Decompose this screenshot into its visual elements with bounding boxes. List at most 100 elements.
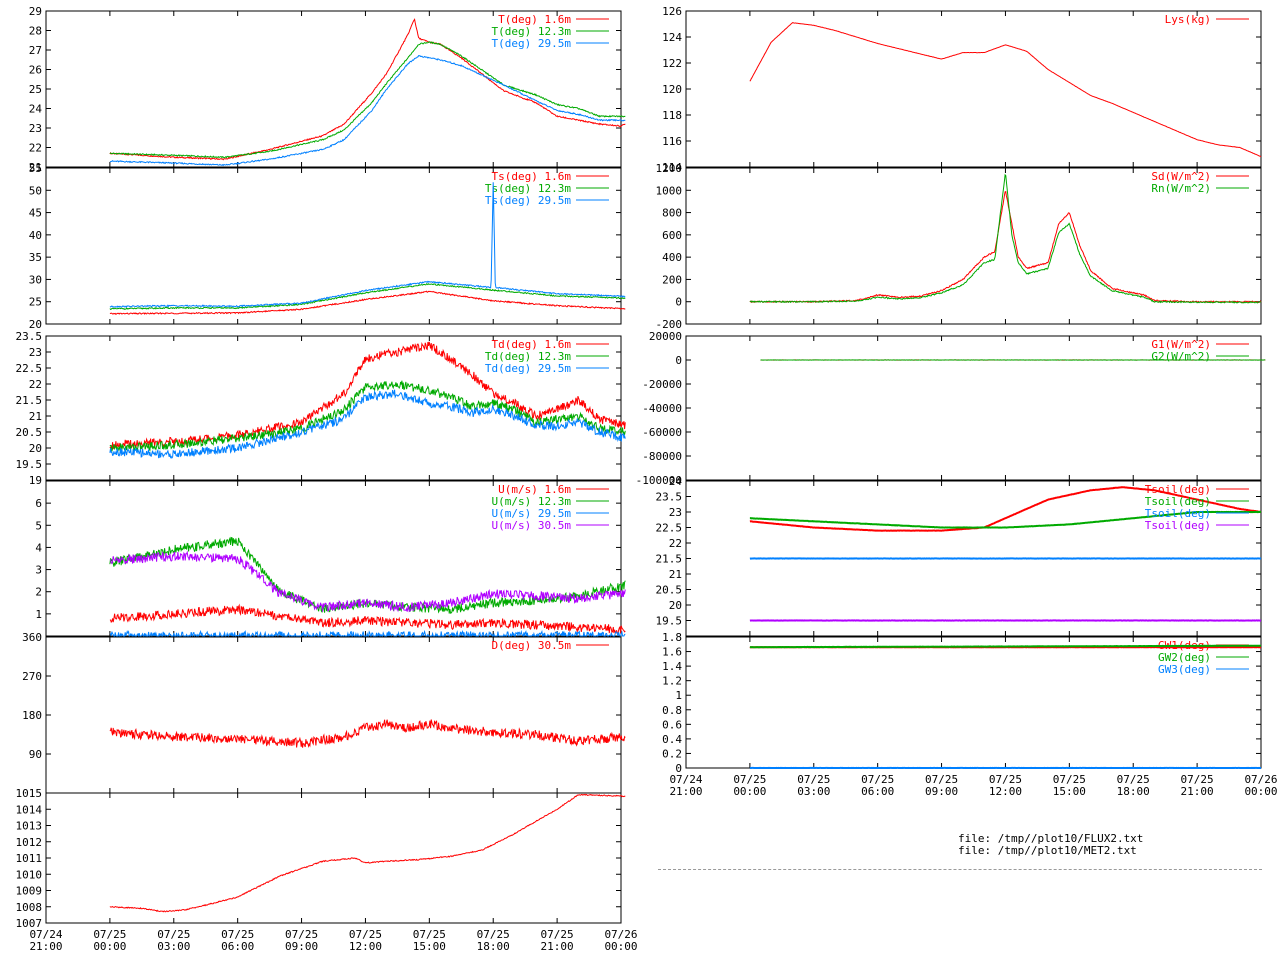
x-tick-time: 00:00 bbox=[1244, 785, 1277, 798]
y-tick-label: 120 bbox=[662, 83, 682, 96]
series-line bbox=[749, 486, 1262, 532]
series-line bbox=[109, 283, 626, 311]
y-tick-label: 50 bbox=[29, 184, 42, 197]
y-tick-label: 1013 bbox=[16, 820, 43, 833]
y-tick-label: 0.2 bbox=[662, 747, 682, 760]
y-tick-label: 40 bbox=[29, 229, 42, 242]
x-tick-date: 07/24 bbox=[669, 773, 702, 786]
y-tick-label: 19.5 bbox=[16, 458, 43, 471]
series-line bbox=[749, 22, 1262, 158]
y-tick-label: 1015 bbox=[16, 787, 43, 800]
y-tick-label: 21.5 bbox=[656, 553, 683, 566]
series-line bbox=[109, 603, 626, 635]
y-tick-label: 20.5 bbox=[656, 584, 683, 597]
y-tick-label: 0 bbox=[675, 296, 682, 309]
y-tick-label: 35 bbox=[29, 251, 42, 264]
x-tick-time: 21:00 bbox=[1181, 785, 1214, 798]
legend-label: U(m/s) 30.5m bbox=[492, 519, 572, 532]
series-line bbox=[109, 719, 626, 748]
y-tick-label: 22 bbox=[29, 142, 42, 155]
y-tick-label: 4 bbox=[35, 541, 42, 554]
y-tick-label: 118 bbox=[662, 109, 682, 122]
legend-label: Td(deg) 29.5m bbox=[485, 362, 571, 375]
legend-label: Lys(kg) bbox=[1165, 13, 1211, 26]
y-tick-label: 22.5 bbox=[656, 522, 683, 535]
y-tick-label: 0 bbox=[675, 762, 682, 775]
legend-label: GW3(deg) bbox=[1158, 663, 1211, 676]
y-tick-label: 1009 bbox=[16, 885, 43, 898]
x-tick-date: 07/25 bbox=[1181, 773, 1214, 786]
y-tick-label: 270 bbox=[22, 670, 42, 683]
y-tick-label: -200 bbox=[656, 318, 683, 331]
x-tick-time: 00:00 bbox=[604, 940, 637, 953]
x-tick-time: 00:00 bbox=[733, 785, 766, 798]
x-tick-date: 07/25 bbox=[541, 928, 574, 941]
y-tick-label: 1.8 bbox=[662, 631, 682, 644]
y-tick-label: 124 bbox=[662, 31, 682, 44]
x-tick-date: 07/25 bbox=[925, 773, 958, 786]
legend-label: Sd(W/m^2) bbox=[1151, 170, 1211, 183]
x-tick-date: 07/26 bbox=[604, 928, 637, 941]
plot-frame bbox=[685, 10, 1262, 168]
y-tick-label: 20 bbox=[669, 599, 682, 612]
x-tick-time: 00:00 bbox=[93, 940, 126, 953]
plot-frame bbox=[45, 167, 622, 325]
y-tick-label: 23.5 bbox=[16, 330, 43, 343]
y-tick-label: 20 bbox=[29, 442, 42, 455]
y-tick-label: 24 bbox=[29, 103, 43, 116]
y-tick-label: 2 bbox=[35, 586, 42, 599]
y-tick-label: 360 bbox=[22, 631, 42, 644]
series-line bbox=[109, 380, 626, 453]
y-tick-label: 21 bbox=[29, 410, 42, 423]
file-line-flux: file: /tmp//plot10/FLUX2.txt bbox=[958, 832, 1144, 845]
y-tick-label: 25 bbox=[29, 83, 42, 96]
plot-frame bbox=[685, 167, 1262, 325]
series-line bbox=[109, 793, 626, 913]
x-tick-time: 21:00 bbox=[29, 940, 62, 953]
y-tick-label: 116 bbox=[662, 135, 682, 148]
y-tick-label: 90 bbox=[29, 748, 42, 761]
y-tick-label: 55 bbox=[29, 162, 42, 175]
x-tick-time: 18:00 bbox=[477, 940, 510, 953]
y-tick-label: 0.8 bbox=[662, 704, 682, 717]
x-tick-time: 12:00 bbox=[349, 940, 382, 953]
x-tick-date: 07/25 bbox=[285, 928, 318, 941]
x-tick-date: 07/26 bbox=[1244, 773, 1277, 786]
series-line bbox=[109, 389, 626, 459]
y-tick-label: 22.5 bbox=[16, 362, 43, 375]
legend-label: Td(deg) 12.3m bbox=[485, 350, 571, 363]
x-tick-date: 07/25 bbox=[733, 773, 766, 786]
legend-label: GW2(deg) bbox=[1158, 651, 1211, 664]
y-tick-label: 1200 bbox=[656, 162, 683, 175]
x-tick-date: 07/25 bbox=[861, 773, 894, 786]
series-line bbox=[109, 18, 626, 161]
x-tick-time: 03:00 bbox=[157, 940, 190, 953]
y-tick-label: -20000 bbox=[642, 378, 682, 391]
legend-label: U(m/s) 1.6m bbox=[498, 483, 571, 496]
y-tick-label: 1000 bbox=[656, 184, 683, 197]
y-tick-label: 1 bbox=[35, 608, 42, 621]
y-tick-label: 1014 bbox=[16, 803, 43, 816]
legend-label: Tsoil(deg) bbox=[1145, 519, 1211, 532]
x-tick-time: 06:00 bbox=[221, 940, 254, 953]
y-tick-label: 27 bbox=[29, 44, 42, 57]
y-tick-label: 30 bbox=[29, 273, 42, 286]
y-tick-label: -100000 bbox=[636, 474, 682, 487]
y-tick-label: 20 bbox=[29, 318, 42, 331]
legend-label: U(m/s) 29.5m bbox=[492, 507, 572, 520]
file-line-met: file: /tmp//plot10/MET2.txt bbox=[958, 844, 1137, 857]
y-tick-label: 1.2 bbox=[662, 675, 682, 688]
legend-label: T(deg) 29.5m bbox=[492, 37, 572, 50]
series-line bbox=[749, 510, 1261, 529]
x-tick-date: 07/25 bbox=[477, 928, 510, 941]
x-tick-time: 21:00 bbox=[541, 940, 574, 953]
x-tick-time: 15:00 bbox=[413, 940, 446, 953]
x-tick-date: 07/25 bbox=[989, 773, 1022, 786]
y-tick-label: 20000 bbox=[649, 330, 682, 343]
y-tick-label: -80000 bbox=[642, 450, 682, 463]
series-line bbox=[109, 290, 626, 315]
x-tick-time: 03:00 bbox=[797, 785, 830, 798]
legend-label: Td(deg) 1.6m bbox=[492, 338, 572, 351]
y-tick-label: 24 bbox=[669, 475, 683, 488]
x-tick-time: 21:00 bbox=[669, 785, 702, 798]
